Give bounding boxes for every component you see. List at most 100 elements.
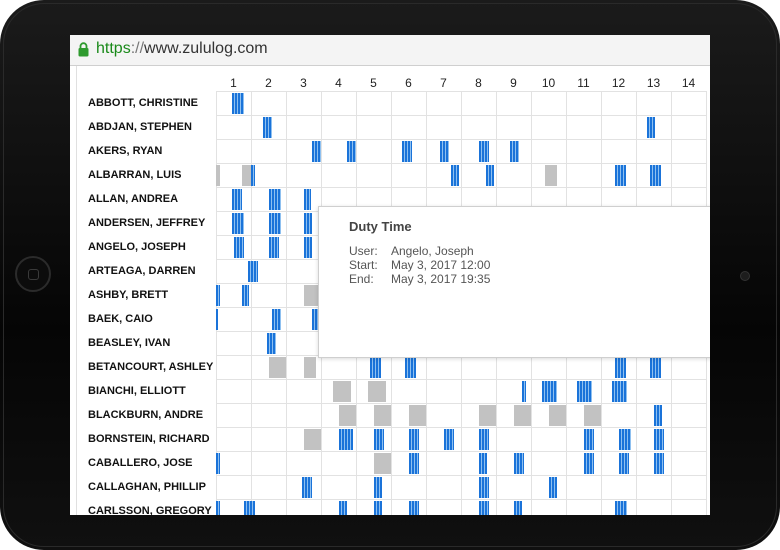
duty-time-bar[interactable] (408, 501, 419, 515)
off-duty-block[interactable] (303, 357, 316, 378)
duty-time-bar[interactable] (338, 429, 353, 450)
duty-time-bar[interactable] (478, 141, 489, 162)
driver-name[interactable]: CABALLERO, JOSE (88, 457, 193, 469)
off-duty-block[interactable] (242, 165, 251, 186)
duty-time-bar[interactable] (485, 165, 495, 186)
duty-time-bar[interactable] (408, 453, 419, 474)
duty-time-bar[interactable] (618, 453, 629, 474)
off-duty-block[interactable] (545, 165, 558, 186)
driver-name[interactable]: BETANCOURT, ASHLEY (88, 361, 214, 373)
duty-time-bar[interactable] (272, 309, 281, 330)
duty-time-bar[interactable] (266, 333, 276, 354)
driver-name[interactable]: BORNSTEIN, RICHARD (88, 433, 210, 445)
duty-time-bar[interactable] (478, 429, 489, 450)
duty-time-bar[interactable] (443, 429, 454, 450)
duty-time-bar[interactable] (541, 381, 558, 402)
off-duty-block[interactable] (583, 405, 601, 426)
off-duty-block[interactable] (478, 405, 496, 426)
duty-time-bar[interactable] (268, 213, 281, 234)
duty-time-bar[interactable] (231, 93, 244, 114)
duty-time-bar[interactable] (513, 453, 524, 474)
off-duty-block[interactable] (513, 405, 531, 426)
driver-name[interactable]: BAEK, CAIO (88, 313, 153, 325)
duty-time-bar[interactable] (548, 477, 558, 498)
duty-time-bar[interactable] (401, 141, 412, 162)
duty-time-bar[interactable] (231, 189, 243, 210)
url-text[interactable]: https://www.zululog.com (96, 40, 268, 58)
duty-time-bar[interactable] (611, 381, 628, 402)
duty-time-bar[interactable] (347, 141, 356, 162)
duty-time-bar[interactable] (231, 213, 244, 234)
duty-time-bar[interactable] (653, 429, 664, 450)
off-duty-block[interactable] (268, 357, 286, 378)
driver-name[interactable]: BIANCHI, ELLIOTT (88, 385, 186, 397)
duty-time-bar[interactable] (247, 261, 258, 282)
off-duty-block[interactable] (338, 405, 356, 426)
duty-time-bar[interactable] (216, 453, 220, 474)
duty-time-bar[interactable] (646, 117, 656, 138)
driver-name[interactable]: ANDERSEN, JEFFREY (88, 217, 206, 229)
off-duty-block[interactable] (373, 405, 391, 426)
duty-time-bar[interactable] (583, 429, 594, 450)
duty-time-bar[interactable] (653, 405, 663, 426)
home-button[interactable] (15, 256, 51, 292)
off-duty-block[interactable] (408, 405, 426, 426)
duty-time-bar[interactable] (216, 309, 218, 330)
off-duty-block[interactable] (303, 285, 321, 306)
duty-time-bar[interactable] (301, 477, 313, 498)
duty-time-bar[interactable] (615, 357, 626, 378)
duty-time-bar[interactable] (653, 453, 664, 474)
duty-time-bar[interactable] (303, 237, 313, 258)
duty-time-bar[interactable] (216, 285, 220, 306)
off-duty-block[interactable] (216, 165, 220, 186)
driver-name[interactable]: ABDJAN, STEPHEN (88, 121, 192, 133)
driver-name[interactable]: ANGELO, JOSEPH (88, 241, 186, 253)
off-duty-block[interactable] (373, 453, 391, 474)
duty-time-bar[interactable] (312, 141, 321, 162)
duty-time-bar[interactable] (408, 429, 419, 450)
duty-time-bar[interactable] (576, 381, 593, 402)
duty-time-bar[interactable] (478, 501, 489, 515)
duty-time-bar[interactable] (268, 237, 279, 258)
duty-time-bar[interactable] (338, 501, 348, 515)
off-duty-block[interactable] (548, 405, 566, 426)
duty-time-bar[interactable] (440, 141, 449, 162)
duty-time-bar[interactable] (233, 237, 244, 258)
duty-time-bar[interactable] (522, 381, 526, 402)
duty-time-bar[interactable] (650, 165, 661, 186)
duty-time-bar[interactable] (244, 501, 255, 515)
duty-time-bar[interactable] (405, 357, 416, 378)
driver-name[interactable]: ASHBY, BRETT (88, 289, 169, 301)
duty-time-bar[interactable] (615, 501, 628, 515)
duty-time-bar[interactable] (478, 453, 488, 474)
address-bar[interactable]: https://www.zululog.com (70, 35, 710, 66)
driver-name[interactable]: BLACKBURN, ANDRE (88, 409, 204, 421)
driver-name[interactable]: ALLAN, ANDREA (88, 193, 179, 205)
duty-time-bar[interactable] (216, 501, 220, 515)
driver-name[interactable]: ARTEAGA, DARREN (88, 265, 196, 277)
off-duty-block[interactable] (368, 381, 386, 402)
duty-time-bar[interactable] (583, 453, 594, 474)
off-duty-block[interactable] (333, 381, 351, 402)
duty-time-bar[interactable] (303, 189, 311, 210)
duty-time-bar[interactable] (373, 477, 383, 498)
duty-time-bar[interactable] (312, 309, 321, 330)
driver-name[interactable]: ABBOTT, CHRISTINE (88, 97, 198, 109)
duty-time-bar[interactable] (373, 429, 384, 450)
driver-name[interactable]: ALBARRAN, LUIS (88, 169, 182, 181)
duty-time-bar[interactable] (373, 501, 383, 515)
duty-time-bar[interactable] (510, 141, 519, 162)
driver-name[interactable]: CARLSSON, GREGORY (88, 505, 212, 515)
duty-time-bar[interactable] (263, 117, 272, 138)
duty-time-bar[interactable] (650, 357, 661, 378)
duty-time-bar[interactable] (268, 189, 281, 210)
duty-time-bar[interactable] (618, 429, 631, 450)
duty-time-bar[interactable] (303, 213, 313, 234)
driver-name[interactable]: BEASLEY, IVAN (88, 337, 171, 349)
duty-time-bar[interactable] (478, 477, 489, 498)
duty-time-bar[interactable] (242, 285, 250, 306)
driver-name[interactable]: CALLAGHAN, PHILLIP (88, 481, 206, 493)
duty-time-bar[interactable] (615, 165, 626, 186)
duty-time-bar[interactable] (513, 501, 523, 515)
driver-name[interactable]: AKERS, RYAN (88, 145, 163, 157)
